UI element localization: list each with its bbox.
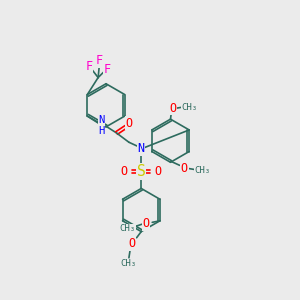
Text: O: O	[125, 116, 133, 130]
Text: F: F	[85, 60, 92, 73]
Text: O: O	[181, 162, 188, 175]
Text: CH₃: CH₃	[119, 224, 136, 233]
Text: O: O	[169, 102, 176, 115]
Text: N: N	[138, 142, 145, 155]
Text: S: S	[137, 164, 146, 179]
Text: O: O	[128, 237, 136, 250]
Text: F: F	[96, 54, 103, 67]
Text: CH₃: CH₃	[195, 166, 211, 175]
Text: O: O	[121, 165, 128, 178]
Text: N
H: N H	[98, 115, 104, 136]
Text: F: F	[104, 63, 111, 76]
Text: O: O	[142, 218, 150, 230]
Text: CH₃: CH₃	[182, 103, 198, 112]
Text: CH₃: CH₃	[120, 260, 136, 268]
Text: O: O	[154, 165, 162, 178]
